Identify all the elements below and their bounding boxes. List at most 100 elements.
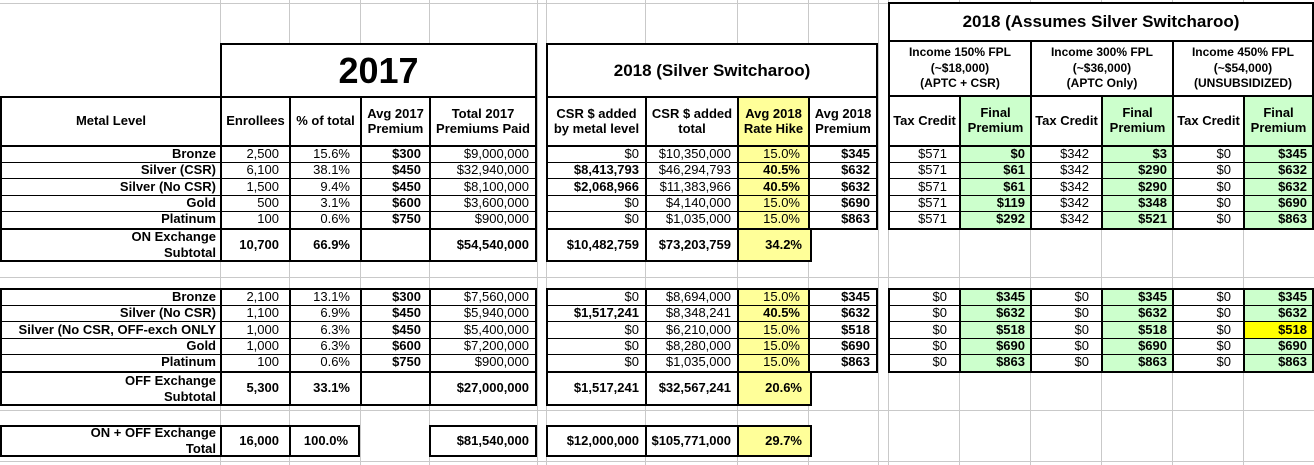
cell-total2017[interactable]: $7,200,000 [431,339,535,355]
col-header-enrollees[interactable]: Enrollees [222,98,291,145]
cell-csr_total[interactable]: $8,280,000 [647,338,739,355]
cell-tc150[interactable]: $571 [890,195,961,212]
cell-fp150[interactable]: $292 [961,211,1032,228]
cell-avg2018[interactable]: $863 [841,211,870,227]
col-header-total-2017-premiums[interactable]: Total 2017 Premiums Paid [436,105,530,136]
cell-csr_added[interactable]: $0 [548,195,647,212]
cell-label[interactable]: Platinum [2,354,222,371]
cell-enrollees[interactable]: 1,500 [222,179,291,196]
cell-hike[interactable]: 40.5% [739,179,810,196]
cell-hike[interactable]: 15.0% [739,290,810,307]
cell-fp450[interactable]: $345 [1245,290,1312,307]
cell-fp150[interactable]: $345 [961,290,1032,307]
cell-off-subtotal-avg-premium-empty[interactable] [362,373,431,404]
cell-avg2018[interactable]: $345 [810,147,876,164]
cell-csr_total[interactable]: $10,350,000 [647,147,739,164]
cell-avg2018[interactable]: $863 [841,354,870,370]
cell-tc450[interactable]: $0 [1174,195,1245,212]
cell-hike[interactable]: 40.5% [739,306,810,323]
cell-total2017[interactable]: $3,600,000 [431,196,535,212]
col-header-tax-credit-150[interactable]: Tax Credit [890,97,961,145]
cell-tc150[interactable]: $571 [890,211,961,228]
cell-off-subtotal-pct[interactable]: 33.1% [291,373,362,404]
cell-fp300[interactable]: $290 [1103,163,1174,180]
cell-label[interactable]: Gold [2,338,222,355]
cell-avg2017[interactable]: $300 [362,290,431,307]
cell-tc450[interactable]: $0 [1174,179,1245,196]
cell-csr_total[interactable]: $1,035,000 [647,211,739,228]
cell-fp300[interactable]: $863 [1103,354,1174,371]
cell-total2017[interactable]: $5,940,000 [431,306,535,323]
cell-on-subtotal-pct[interactable]: 66.9% [291,230,362,260]
cell-tc150[interactable]: $0 [890,338,961,355]
cell-avg2018[interactable]: $518 [810,322,876,339]
cell-tc150[interactable]: $0 [890,306,961,323]
cell-total2017[interactable]: $32,940,000 [431,163,535,180]
cell-tc150[interactable]: $571 [890,147,961,164]
cell-tc450[interactable]: $0 [1174,147,1245,164]
cell-csr_added[interactable]: $8,413,793 [548,163,647,180]
cell-tc450[interactable]: $0 [1174,354,1245,371]
cell-fp450[interactable]: $345 [1245,147,1312,164]
cell-fp150[interactable]: $61 [961,163,1032,180]
cell-enrollees[interactable]: 2,500 [222,147,291,164]
cell-fp150[interactable]: $0 [961,147,1032,164]
cell-fp300[interactable]: $632 [1103,306,1174,323]
cell-hike[interactable]: 15.0% [739,195,810,212]
cell-pct[interactable]: 15.6% [291,147,362,164]
cell-fp300[interactable]: $690 [1103,338,1174,355]
cell-off-subtotal-csr-total[interactable]: $32,567,241 [647,373,739,404]
cell-on-subtotal-csr-added[interactable]: $10,482,759 [548,230,647,260]
cell-pct[interactable]: 9.4% [291,179,362,196]
cell-csr_added[interactable]: $0 [548,147,647,164]
cell-tc300[interactable]: $342 [1032,195,1103,212]
cell-on-subtotal-label[interactable]: ON Exchange Subtotal [2,230,222,260]
cell-on-subtotal-rate-hike[interactable]: 34.2% [739,230,810,260]
cell-total2017[interactable]: $8,100,000 [431,179,535,196]
cell-total2017[interactable]: $9,000,000 [431,147,535,164]
cell-label[interactable]: Bronze [2,147,222,164]
col-header-avg-2017-premium[interactable]: Avg 2017 Premium [362,98,431,145]
cell-label[interactable]: Silver (CSR) [2,163,222,180]
col-header-final-premium-150[interactable]: Final Premium [961,97,1032,145]
cell-csr_total[interactable]: $11,383,966 [647,179,739,196]
cell-grand-total-pct[interactable]: 100.0% [303,432,348,448]
header-2018-switcharoo[interactable]: 2018 (Silver Switcharoo) [546,43,878,98]
cell-fp150[interactable]: $119 [961,195,1032,212]
cell-pct[interactable]: 6.9% [291,306,362,323]
cell-label[interactable]: Gold [2,195,222,212]
col-header-csr-added-by-metal[interactable]: CSR $ added by metal level [548,98,647,145]
cell-avg2017[interactable]: $450 [362,163,431,180]
cell-enrollees[interactable]: 6,100 [222,163,291,180]
cell-fp300[interactable]: $290 [1103,179,1174,196]
cell-avg2017[interactable]: $750 [362,211,431,228]
cell-off-subtotal-label[interactable]: OFF Exchange Subtotal [2,373,222,404]
cell-tc150[interactable]: $571 [890,179,961,196]
cell-csr_added[interactable]: $0 [548,354,647,371]
cell-avg2017[interactable]: $750 [362,354,431,371]
cell-pct[interactable]: 3.1% [291,195,362,212]
cell-on-subtotal-csr-total[interactable]: $73,203,759 [647,230,739,260]
cell-tc300[interactable]: $342 [1032,147,1103,164]
col-header-income-150-fpl[interactable]: Income 150% FPL (~$18,000) (APTC + CSR) [890,42,1032,95]
cell-grand-total-enrollees[interactable]: 16,000 [222,427,291,455]
cell-fp450[interactable]: $632 [1245,306,1312,323]
cell-fp300[interactable]: $3 [1103,147,1174,164]
cell-enrollees[interactable]: 1,000 [222,338,291,355]
cell-avg2018[interactable]: $632 [810,163,876,180]
cell-fp450[interactable]: $518 [1245,322,1312,339]
col-header-avg-2018-premium[interactable]: Avg 2018 Premium [814,105,872,136]
cell-fp450[interactable]: $632 [1245,179,1312,196]
col-header-avg-2018-rate-hike[interactable]: Avg 2018 Rate Hike [739,98,810,145]
col-header-csr-added-total[interactable]: CSR $ added total [647,98,739,145]
col-header-final-premium-300[interactable]: Final Premium [1103,97,1174,145]
cell-total2017[interactable]: $7,560,000 [431,290,535,307]
cell-grand-total-premiums[interactable]: $81,540,000 [456,432,529,448]
cell-enrollees[interactable]: 1,100 [222,306,291,323]
cell-csr_total[interactable]: $1,035,000 [647,354,739,371]
cell-tc150[interactable]: $0 [890,354,961,371]
cell-avg2018[interactable]: $632 [810,306,876,323]
cell-on-subtotal-avg-premium-empty[interactable] [362,230,431,260]
cell-label[interactable]: Silver (No CSR, OFF-exch ONLY [2,322,222,339]
cell-fp450[interactable]: $863 [1245,354,1312,371]
